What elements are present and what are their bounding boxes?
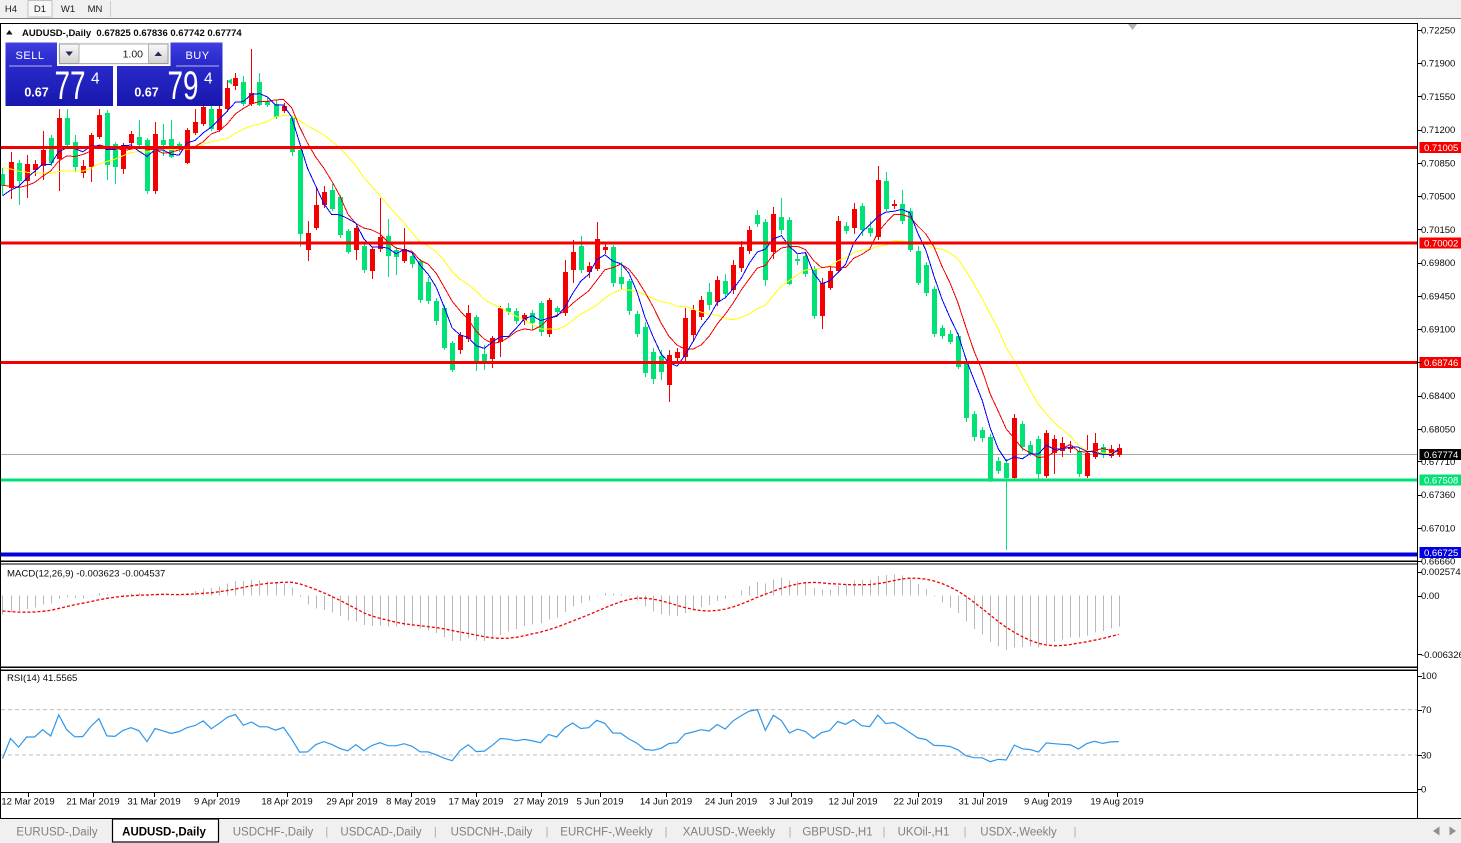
svg-text:19 Aug 2019: 19 Aug 2019 xyxy=(1090,797,1143,808)
svg-text:|: | xyxy=(325,826,328,838)
svg-text:14 Jun 2019: 14 Jun 2019 xyxy=(640,797,692,808)
svg-text:|: | xyxy=(546,826,549,838)
svg-text:0.68400: 0.68400 xyxy=(1421,391,1455,402)
svg-text:|: | xyxy=(665,826,668,838)
svg-text:0.002574: 0.002574 xyxy=(1421,567,1461,578)
svg-text:29 Apr 2019: 29 Apr 2019 xyxy=(326,797,377,808)
svg-text:3 Jul 2019: 3 Jul 2019 xyxy=(769,797,813,808)
svg-text:0.67: 0.67 xyxy=(134,86,158,100)
svg-text:GBPUSD-,H1: GBPUSD-,H1 xyxy=(802,827,872,839)
svg-text:0.67710: 0.67710 xyxy=(1421,457,1455,468)
svg-text:AUDUSD-,Daily: AUDUSD-,Daily xyxy=(122,827,206,839)
svg-text:|: | xyxy=(1074,826,1077,838)
svg-text:0.69800: 0.69800 xyxy=(1421,258,1455,269)
svg-text:0.66725: 0.66725 xyxy=(1424,548,1458,559)
svg-text:0.70002: 0.70002 xyxy=(1424,239,1458,250)
svg-text:USDCHF-,Daily: USDCHF-,Daily xyxy=(233,827,314,839)
svg-text:0.71900: 0.71900 xyxy=(1421,59,1455,70)
svg-text:0.71550: 0.71550 xyxy=(1421,92,1455,103)
svg-text:21 Mar 2019: 21 Mar 2019 xyxy=(66,797,119,808)
svg-text:W1: W1 xyxy=(61,4,75,15)
svg-text:H4: H4 xyxy=(5,4,17,15)
svg-text:RSI(14) 41.5565: RSI(14) 41.5565 xyxy=(7,673,77,684)
svg-text:9 Aug 2019: 9 Aug 2019 xyxy=(1024,797,1072,808)
svg-text:9 Apr 2019: 9 Apr 2019 xyxy=(194,797,240,808)
svg-text:5 Jun 2019: 5 Jun 2019 xyxy=(576,797,623,808)
svg-text:0.67774: 0.67774 xyxy=(1424,450,1458,461)
svg-text:24 Jun 2019: 24 Jun 2019 xyxy=(705,797,757,808)
svg-text:4: 4 xyxy=(204,71,213,88)
svg-text:18 Apr 2019: 18 Apr 2019 xyxy=(261,797,312,808)
svg-text:30: 30 xyxy=(1421,751,1432,762)
svg-text:USDX-,Weekly: USDX-,Weekly xyxy=(980,827,1057,839)
svg-text:EURUSD-,Daily: EURUSD-,Daily xyxy=(16,827,97,839)
svg-text:EURCHF-,Weekly: EURCHF-,Weekly xyxy=(560,827,653,839)
svg-text:0.68746: 0.68746 xyxy=(1424,358,1458,369)
svg-text:0.70150: 0.70150 xyxy=(1421,225,1455,236)
svg-text:D1: D1 xyxy=(34,4,46,15)
svg-text:27 May 2019: 27 May 2019 xyxy=(514,797,569,808)
svg-text:79: 79 xyxy=(168,64,199,108)
svg-text:0: 0 xyxy=(1421,785,1426,796)
svg-text:31 Jul 2019: 31 Jul 2019 xyxy=(958,797,1007,808)
svg-text:0.70850: 0.70850 xyxy=(1421,159,1455,170)
svg-text:0.69100: 0.69100 xyxy=(1421,325,1455,336)
svg-text:MACD(12,26,9) -0.003623 -0.004: MACD(12,26,9) -0.003623 -0.004537 xyxy=(7,569,165,580)
svg-text:XAUUSD-,Weekly: XAUUSD-,Weekly xyxy=(683,827,776,839)
svg-text:0.72250: 0.72250 xyxy=(1421,26,1455,37)
svg-text:22 Jul 2019: 22 Jul 2019 xyxy=(893,797,942,808)
svg-text:4: 4 xyxy=(91,71,100,88)
svg-text:SELL: SELL xyxy=(16,50,45,62)
svg-text:77: 77 xyxy=(55,64,86,108)
svg-text:0.67: 0.67 xyxy=(24,86,48,100)
svg-text:0.68050: 0.68050 xyxy=(1421,425,1455,436)
svg-text:12 Jul 2019: 12 Jul 2019 xyxy=(828,797,877,808)
svg-text:|: | xyxy=(883,826,886,838)
svg-text:0.70500: 0.70500 xyxy=(1421,192,1455,203)
svg-text:0.00: 0.00 xyxy=(1421,591,1440,602)
svg-text:0.71005: 0.71005 xyxy=(1424,143,1458,154)
svg-text:|: | xyxy=(789,826,792,838)
svg-text:1.00: 1.00 xyxy=(123,49,144,61)
svg-text:0.69450: 0.69450 xyxy=(1421,292,1455,303)
svg-text:|: | xyxy=(434,826,437,838)
svg-text:0.67360: 0.67360 xyxy=(1421,490,1455,501)
svg-text:0.66660: 0.66660 xyxy=(1421,557,1455,568)
svg-text:USDCNH-,Daily: USDCNH-,Daily xyxy=(451,827,533,839)
svg-text:100: 100 xyxy=(1421,671,1437,682)
svg-text:USDCAD-,Daily: USDCAD-,Daily xyxy=(340,827,421,839)
svg-text:UKOil-,H1: UKOil-,H1 xyxy=(898,827,950,839)
svg-text:17 May 2019: 17 May 2019 xyxy=(449,797,504,808)
svg-text:70: 70 xyxy=(1421,705,1432,716)
svg-text:0.67508: 0.67508 xyxy=(1424,476,1458,487)
svg-text:31 Mar 2019: 31 Mar 2019 xyxy=(127,797,180,808)
svg-text:0.67010: 0.67010 xyxy=(1421,523,1455,534)
svg-text:AUDUSD-,Daily 0.67825 0.67836: AUDUSD-,Daily 0.67825 0.67836 0.67742 0.… xyxy=(22,28,242,39)
svg-text:BUY: BUY xyxy=(185,50,209,62)
svg-text:8 May 2019: 8 May 2019 xyxy=(386,797,436,808)
svg-text:0.71200: 0.71200 xyxy=(1421,125,1455,136)
svg-text:|: | xyxy=(964,826,967,838)
svg-text:MN: MN xyxy=(88,4,103,15)
svg-text:12 Mar 2019: 12 Mar 2019 xyxy=(1,797,54,808)
svg-text:-0.006326: -0.006326 xyxy=(1421,650,1461,661)
